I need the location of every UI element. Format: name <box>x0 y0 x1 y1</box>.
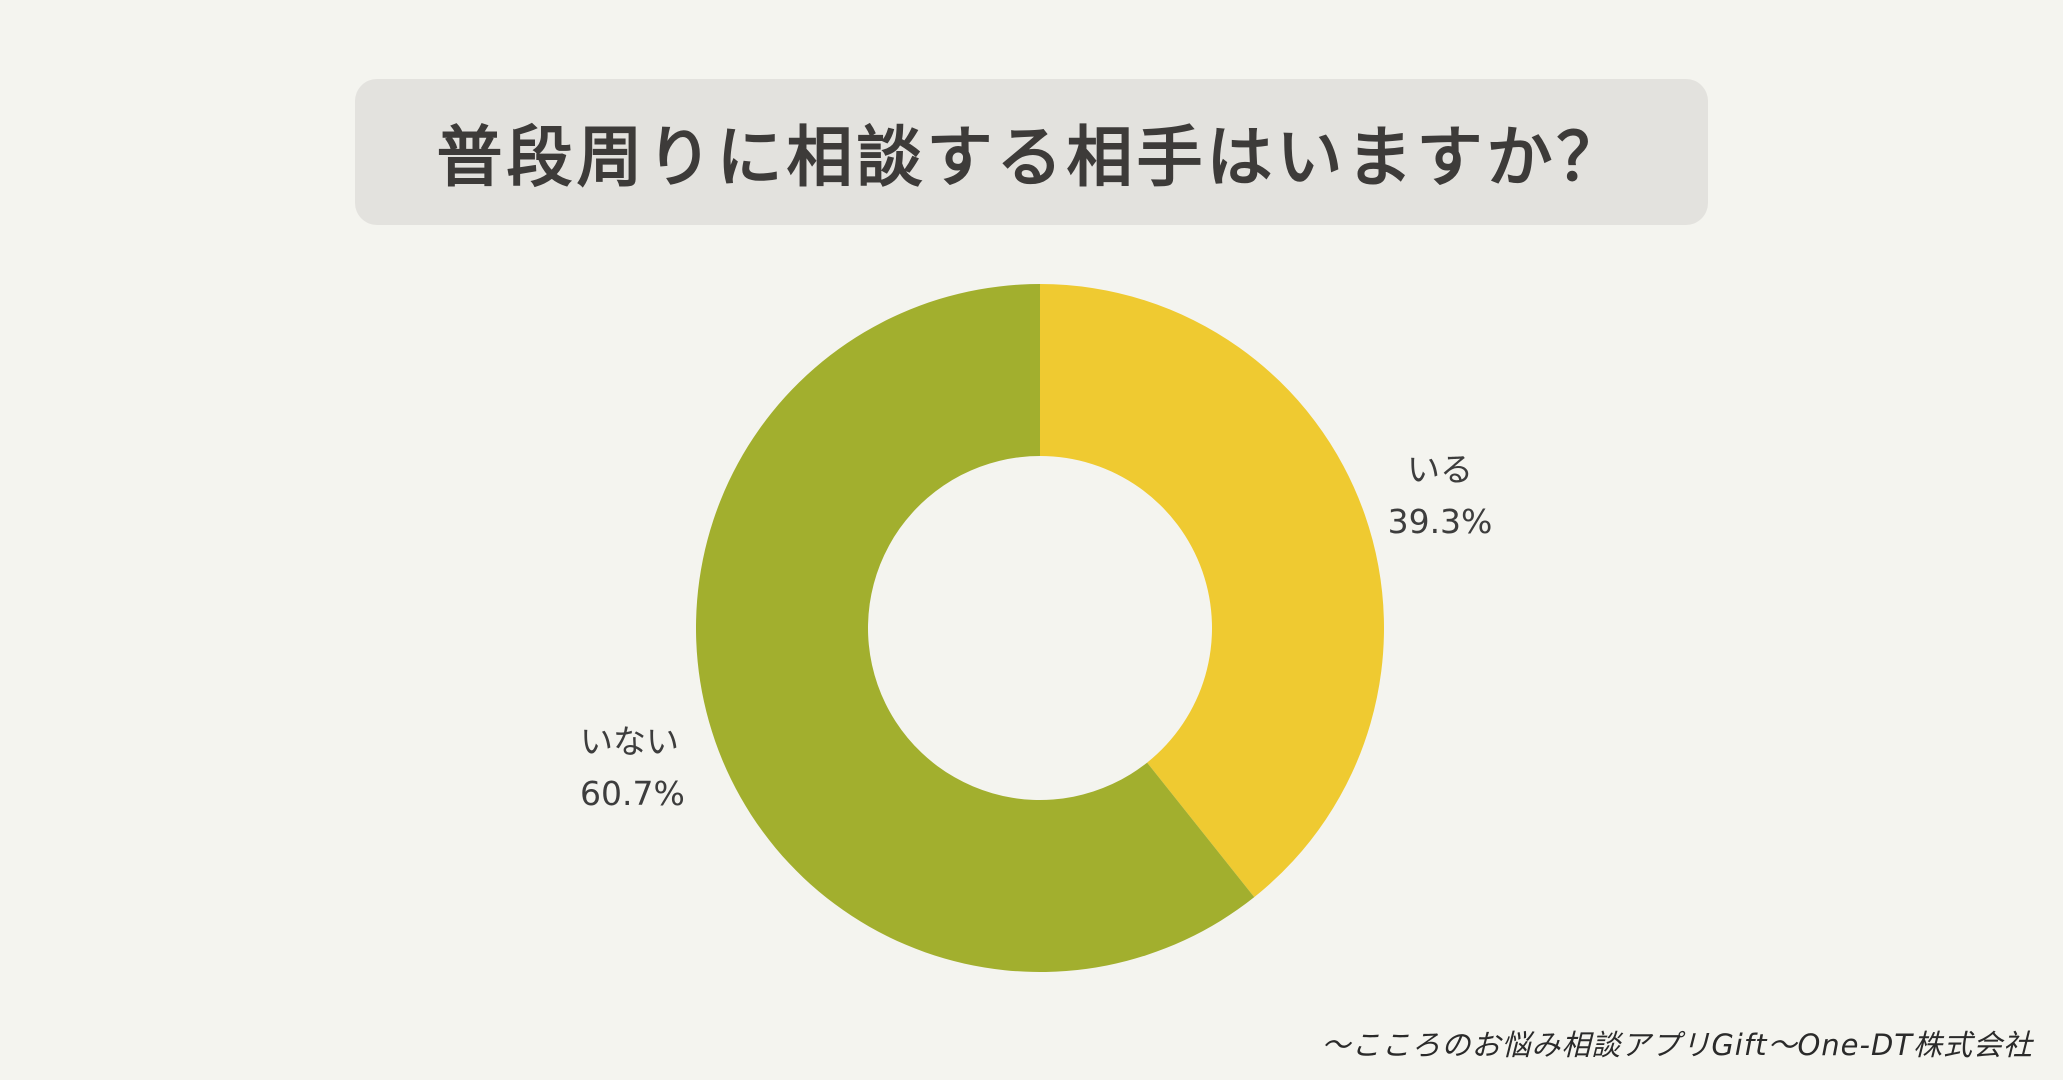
slice-yes <box>1040 284 1384 898</box>
footer-credit: ～こころのお悩み相談アプリGift～One-DT株式会社 <box>1321 1028 2033 1062</box>
label-yes-name: いる <box>1407 450 1473 489</box>
label-no-value: 60.7% <box>580 774 685 813</box>
label-yes-value: 39.3% <box>1387 502 1493 541</box>
slice-no <box>696 284 1255 972</box>
title-box: 普段周りに相談する相手はいますか？ <box>355 79 1708 225</box>
label-no-name: いない <box>580 722 679 761</box>
label-yes: いる 60.7% 39.3% <box>1378 444 1502 548</box>
chart-title: 普段周りに相談する相手はいますか？ <box>436 119 1627 196</box>
label-no: いない 60.7% <box>580 716 704 820</box>
